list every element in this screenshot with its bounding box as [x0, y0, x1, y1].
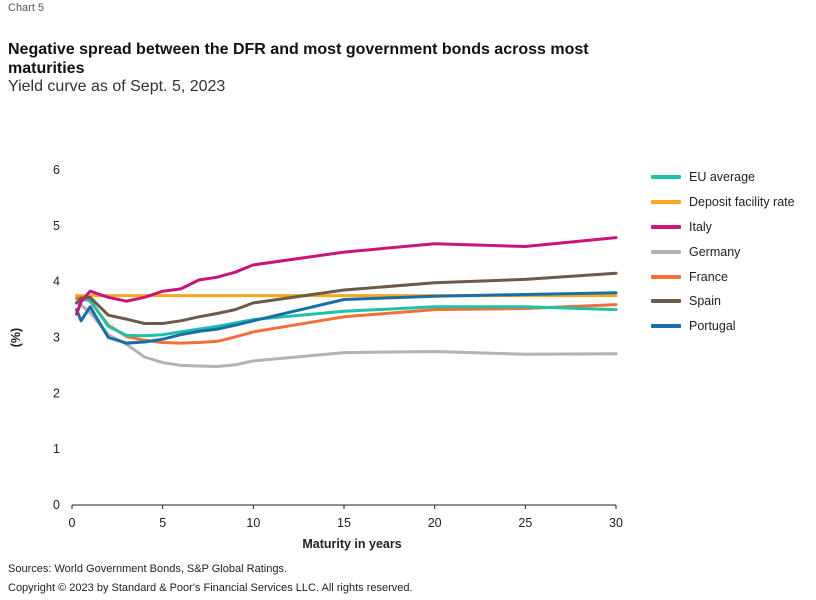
x-tick-label: 20 [428, 516, 442, 530]
legend-swatch [651, 200, 681, 205]
legend-label: France [689, 269, 728, 284]
x-tick-label: 10 [246, 516, 260, 530]
legend-item: Italy [651, 215, 795, 240]
legend-swatch [651, 324, 681, 329]
legend-item: Deposit facility rate [651, 190, 795, 215]
legend-swatch [651, 274, 681, 279]
y-axis-title: (%) [9, 328, 23, 347]
legend-swatch [651, 175, 681, 180]
chart-label: Chart 5 [8, 2, 45, 14]
y-tick-label: 2 [53, 386, 60, 400]
legend-label: EU average [689, 170, 756, 185]
x-tick-label: 0 [69, 516, 76, 530]
series-line-italy [75, 236, 618, 316]
sources-note: Sources: World Government Bonds, S&P Glo… [8, 563, 288, 575]
y-tick-label: 0 [53, 498, 60, 512]
chart-title: Negative spread between the DFR and most… [8, 41, 589, 77]
legend-label: Italy [689, 219, 712, 234]
series-line-spain [75, 271, 618, 325]
x-tick-label: 5 [159, 516, 166, 530]
x-tick-label: 25 [518, 516, 532, 530]
x-axis-title: Maturity in years [302, 537, 401, 551]
legend-item: Spain [651, 289, 795, 314]
x-tick-label: 15 [337, 516, 351, 530]
legend-swatch [651, 249, 681, 254]
legend-label: Deposit facility rate [689, 195, 795, 210]
x-tick-labels: 0 5 10 15 20 25 30 [69, 505, 623, 530]
x-tick-label: 30 [609, 516, 623, 530]
legend-label: Portugal [689, 319, 736, 334]
chart-subtitle: Yield curve as of Sept. 5, 2023 [8, 78, 226, 95]
legend-item: Germany [651, 239, 795, 264]
y-tick-label: 1 [53, 442, 60, 456]
legend: EU average Deposit facility rate Italy Germ… [651, 165, 795, 339]
legend-item: France [651, 264, 795, 289]
y-tick-label: 4 [53, 275, 60, 289]
series-line-eu-average [75, 298, 618, 338]
series-line-portugal [75, 291, 618, 345]
y-tick-label: 5 [53, 219, 60, 233]
copyright-note: Copyright © 2023 by Standard & Poor's Fi… [8, 582, 413, 594]
legend-item: EU average [651, 165, 795, 190]
legend-label: Spain [689, 294, 721, 309]
series-layer [75, 236, 618, 368]
y-tick-label: 6 [53, 163, 60, 177]
legend-swatch [651, 224, 681, 229]
y-tick-label: 3 [53, 331, 60, 345]
legend-label: Germany [689, 244, 741, 259]
legend-swatch [651, 299, 681, 304]
legend-item: Portugal [651, 314, 795, 339]
y-tick-labels: 0 1 2 3 4 5 6 [53, 163, 60, 512]
